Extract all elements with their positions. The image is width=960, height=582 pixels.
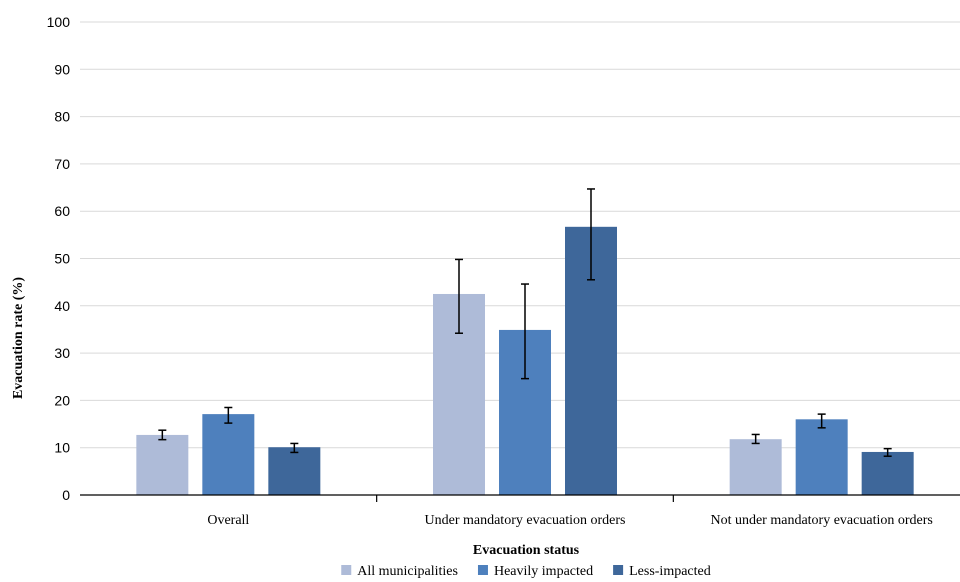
- error-bar: [290, 442, 299, 454]
- error-bar: [224, 406, 233, 424]
- legend-swatch: [341, 565, 352, 575]
- error-bars: [158, 188, 892, 457]
- bar-less-impacted-2: [861, 451, 914, 495]
- gridlines: [80, 21, 960, 449]
- y-tick-label: 60: [54, 203, 70, 219]
- category-labels: Overall Under mandatory evacuation orders…: [207, 513, 933, 528]
- y-tick-label: 30: [54, 345, 70, 361]
- x-axis-title: Evacuation status: [473, 543, 580, 558]
- legend-swatch: [477, 565, 488, 575]
- x-category-label: Not under mandatory evacuation orders: [710, 513, 932, 528]
- legend-label: All municipalities: [357, 564, 458, 579]
- error-bar: [455, 258, 463, 334]
- error-bar: [158, 429, 167, 441]
- y-tick-label: 70: [54, 156, 70, 172]
- y-axis-title: Evacuation rate (%): [11, 277, 26, 399]
- legend-item: Less-impacted: [613, 564, 711, 579]
- y-tick-label: 100: [47, 14, 71, 30]
- error-bar: [751, 433, 760, 445]
- y-tick-label: 20: [54, 392, 70, 408]
- bar-all-municipalities-0: [136, 434, 189, 495]
- error-bar: [521, 283, 529, 380]
- y-axis-ticks: 0 10 20 30 40 50 60 70 80 90 100: [47, 14, 71, 503]
- y-tick-label: 40: [54, 298, 70, 314]
- legend-swatch: [613, 565, 624, 575]
- error-bar: [817, 413, 826, 429]
- legend-label: Heavily impacted: [494, 564, 593, 579]
- legend-label: Less-impacted: [629, 564, 711, 579]
- y-tick-label: 90: [54, 61, 70, 77]
- error-bar: [883, 447, 892, 457]
- y-tick-label: 10: [54, 440, 70, 456]
- y-tick-label: 0: [62, 487, 70, 503]
- y-tick-label: 50: [54, 251, 70, 267]
- error-bar: [587, 188, 595, 281]
- legend: All municipalities Heavily impacted Less-i…: [341, 564, 711, 579]
- bar-less-impacted-0: [268, 447, 321, 495]
- bar-heavily-impacted-0: [202, 414, 255, 495]
- y-tick-label: 80: [54, 109, 70, 125]
- legend-item: Heavily impacted: [477, 564, 593, 579]
- x-category-label: Under mandatory evacuation orders: [425, 513, 626, 528]
- bar-all-municipalities-2: [729, 439, 782, 495]
- x-category-label: Overall: [207, 513, 249, 528]
- x-axis: [80, 494, 960, 502]
- legend-item: All municipalities: [341, 564, 458, 579]
- bar-heavily-impacted-2: [795, 419, 848, 495]
